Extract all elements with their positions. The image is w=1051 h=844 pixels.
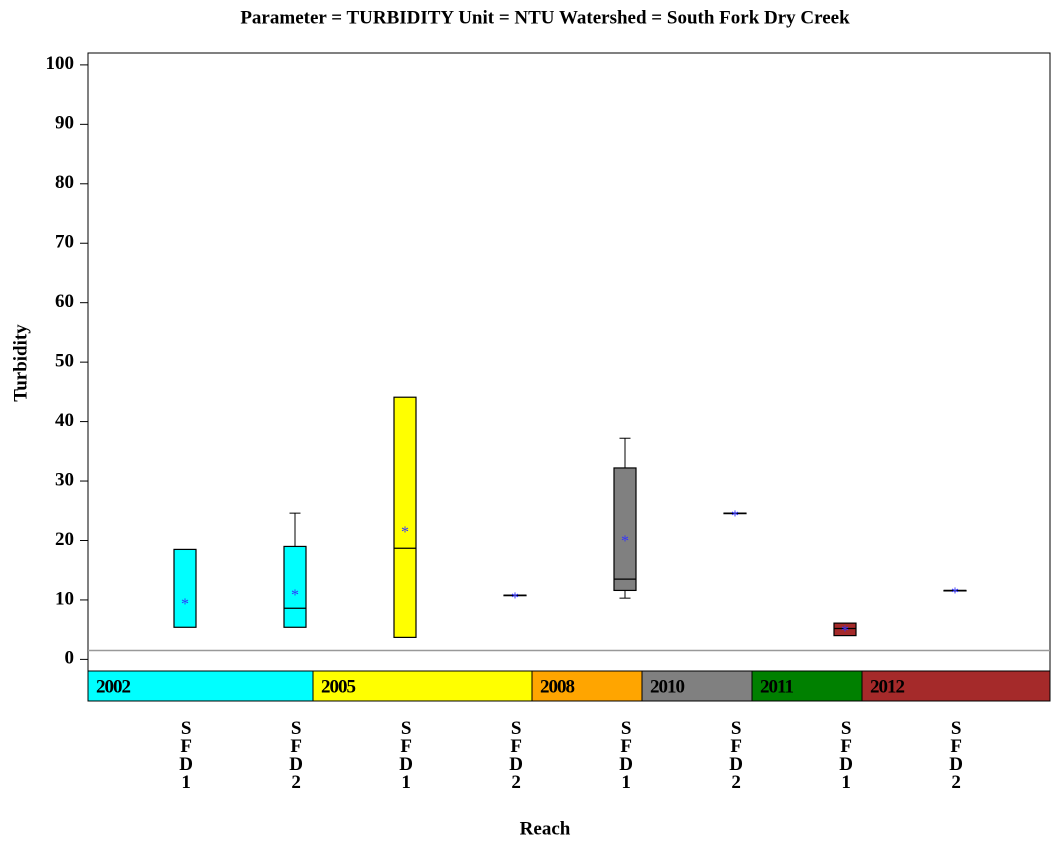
box [393,396,417,638]
year-block [87,670,314,702]
mean-marker: * [181,596,189,613]
x-tick-label: SFD1 [396,718,417,790]
y-tick-label: 80 [55,172,74,193]
mean-marker: * [841,623,849,640]
y-axis-label: Turbidity [10,324,31,402]
year-block-label: 2008 [540,676,575,697]
box [613,467,637,592]
y-tick-label: 0 [65,648,75,669]
year-block-label: 2012 [870,676,905,697]
year-block-label: 2010 [650,676,685,697]
y-tick-label: 100 [46,53,75,74]
y-tick-label: 70 [55,232,74,253]
y-tick-label: 50 [55,350,74,371]
plot-frame [87,52,1051,702]
chart-title: Parameter = TURBIDITY Unit = NTU Watersh… [240,7,850,28]
y-tick-label: 30 [55,469,74,490]
x-tick-label: SFD2 [286,718,307,790]
y-tick-label: 20 [55,529,74,550]
y-tick-label: 40 [55,410,74,431]
box [833,622,857,637]
year-block-label: 2011 [760,676,793,697]
mean-marker: * [621,533,629,550]
box [173,548,197,628]
y-tick-label: 90 [55,113,74,134]
year-block [531,670,643,702]
x-tick-label: SFD2 [946,718,967,790]
year-block-label: 2002 [96,676,131,697]
mean-marker: * [511,590,519,607]
year-block-label: 2005 [321,676,356,697]
x-tick-label: SFD1 [616,718,637,790]
mean-marker: * [291,587,299,604]
mean-marker: * [951,585,959,602]
box [283,545,307,628]
mean-marker: * [731,508,739,525]
mean-marker: * [401,524,409,541]
x-tick-label: SFD2 [506,718,527,790]
year-block [641,670,753,702]
y-tick-label: 10 [55,588,74,609]
x-axis-label: Reach [520,818,571,839]
x-tick-label: SFD2 [726,718,747,790]
x-tick-label: SFD1 [176,718,197,790]
year-block [751,670,863,702]
y-tick-label: 60 [55,291,74,312]
year-block [861,670,1051,702]
year-block [312,670,533,702]
x-tick-label: SFD1 [836,718,857,790]
